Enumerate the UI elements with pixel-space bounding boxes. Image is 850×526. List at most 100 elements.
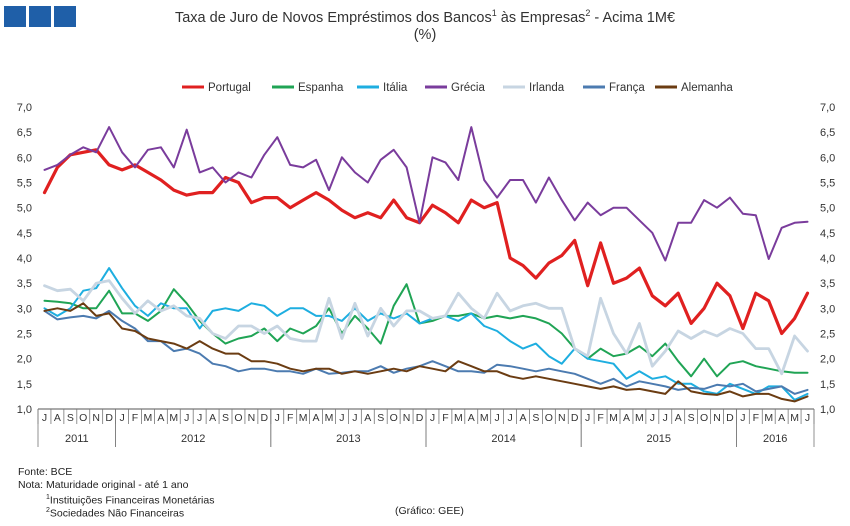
x-tick-label: D bbox=[571, 412, 579, 424]
y-tick-label-left: 5,0 bbox=[17, 203, 32, 215]
x-tick-label: M bbox=[480, 412, 489, 424]
legend-label-frança: França bbox=[609, 82, 645, 94]
x-tick-label: N bbox=[558, 412, 566, 424]
logo-square-3 bbox=[54, 6, 76, 27]
x-tick-label: J bbox=[650, 412, 655, 424]
y-tick-label-left: 4,5 bbox=[17, 228, 32, 240]
x-tick-label: J bbox=[339, 412, 344, 424]
x-tick-label: J bbox=[585, 412, 590, 424]
x-tick-label: F bbox=[597, 412, 603, 424]
x-tick-label: F bbox=[442, 412, 448, 424]
legend-label-portugal: Portugal bbox=[208, 82, 251, 94]
chart-subtitle: (%) bbox=[413, 27, 437, 43]
x-tick-label: A bbox=[364, 412, 371, 424]
series-line-espanha bbox=[43, 283, 809, 378]
year-label: 2014 bbox=[491, 433, 515, 445]
footer-credit: (Gráfico: GEE) bbox=[395, 505, 464, 517]
x-tick-label: J bbox=[184, 412, 189, 424]
x-tick-label: J bbox=[42, 412, 47, 424]
series-line-irlanda bbox=[43, 279, 809, 376]
legend-label-alemanha: Alemanha bbox=[681, 82, 733, 94]
x-tick-label: J bbox=[663, 412, 668, 424]
y-tick-label-right: 2,5 bbox=[820, 329, 835, 341]
footer-source: Fonte: BCE bbox=[18, 466, 73, 478]
y-tick-label-right: 6,0 bbox=[820, 152, 835, 164]
x-tick-label: J bbox=[507, 412, 512, 424]
legend-label-espanha: Espanha bbox=[298, 82, 344, 94]
x-tick-label: J bbox=[805, 412, 810, 424]
x-tick-label: A bbox=[468, 412, 475, 424]
x-tick-label: M bbox=[169, 412, 178, 424]
x-tick-label: A bbox=[623, 412, 630, 424]
x-tick-label: A bbox=[157, 412, 164, 424]
x-tick-label: O bbox=[234, 412, 242, 424]
y-tick-label-right: 5,5 bbox=[820, 178, 835, 190]
x-tick-label: J bbox=[197, 412, 202, 424]
legend-label-irlanda: Irlanda bbox=[529, 82, 565, 94]
series-line-grécia bbox=[43, 126, 809, 262]
x-tick-label: S bbox=[688, 412, 695, 424]
x-tick-label: S bbox=[532, 412, 539, 424]
x-tick-label: S bbox=[67, 412, 74, 424]
x-tick-label: J bbox=[740, 412, 745, 424]
x-tick-label: D bbox=[416, 412, 424, 424]
y-tick-label-left: 7,0 bbox=[17, 102, 32, 114]
x-tick-label: N bbox=[92, 412, 100, 424]
x-tick-label: A bbox=[313, 412, 320, 424]
year-label: 2011 bbox=[65, 433, 89, 445]
y-tick-label-left: 6,0 bbox=[17, 152, 32, 164]
y-tick-label-right: 4,0 bbox=[820, 253, 835, 265]
x-tick-label: J bbox=[495, 412, 500, 424]
x-tick-label: J bbox=[119, 412, 124, 424]
legend: Portugal Espanha Itália Grécia Irlanda França… bbox=[182, 82, 733, 94]
x-tick-label: D bbox=[261, 412, 269, 424]
y-tick-label-right: 5,0 bbox=[820, 203, 835, 215]
x-tick-label: M bbox=[325, 412, 334, 424]
x-tick-label: J bbox=[275, 412, 280, 424]
axes: 1,0 1,0 1,5 1,5 2,0 2,0 2,5 2,5 3,0 3,0 3,5 3,5 4,0 4… bbox=[17, 102, 835, 447]
logo-square-1 bbox=[4, 6, 26, 27]
y-tick-label-left: 1,5 bbox=[17, 379, 32, 391]
x-tick-label: D bbox=[105, 412, 113, 424]
y-tick-label-right: 1,0 bbox=[820, 404, 835, 416]
x-tick-label: O bbox=[545, 412, 553, 424]
x-tick-label: F bbox=[287, 412, 293, 424]
year-label: 2012 bbox=[181, 433, 205, 445]
chart-title: Taxa de Juro de Novos Empréstimos dos Ba… bbox=[174, 8, 676, 26]
x-tick-label: N bbox=[248, 412, 256, 424]
y-tick-label-right: 3,5 bbox=[820, 278, 835, 290]
legend-label-itália: Itália bbox=[383, 82, 408, 94]
x-tick-label: O bbox=[79, 412, 87, 424]
series-line-itália bbox=[43, 267, 809, 401]
y-tick-label-left: 3,0 bbox=[17, 303, 32, 315]
logo-square-2 bbox=[29, 6, 51, 27]
x-tick-label: J bbox=[352, 412, 357, 424]
series-line-portugal bbox=[42, 148, 810, 336]
year-label: 2016 bbox=[763, 433, 787, 445]
legend-label-grécia: Grécia bbox=[451, 82, 485, 94]
x-tick-label: S bbox=[222, 412, 229, 424]
x-tick-label: A bbox=[778, 412, 785, 424]
x-tick-label: O bbox=[390, 412, 398, 424]
x-tick-label: M bbox=[790, 412, 799, 424]
y-tick-label-right: 3,0 bbox=[820, 303, 835, 315]
x-tick-label: N bbox=[713, 412, 721, 424]
x-tick-label: A bbox=[519, 412, 526, 424]
y-tick-label-right: 4,5 bbox=[820, 228, 835, 240]
y-tick-label-right: 2,0 bbox=[820, 354, 835, 366]
x-tick-label: F bbox=[132, 412, 138, 424]
y-tick-label-right: 6,5 bbox=[820, 127, 835, 139]
x-tick-label: M bbox=[764, 412, 773, 424]
x-tick-label: A bbox=[209, 412, 216, 424]
x-tick-label: M bbox=[299, 412, 308, 424]
footer-note: Nota: Maturidade original - até 1 ano bbox=[18, 479, 189, 491]
x-tick-label: S bbox=[377, 412, 384, 424]
x-tick-label: N bbox=[403, 412, 411, 424]
series-line-frança bbox=[43, 309, 809, 395]
x-tick-label: A bbox=[675, 412, 682, 424]
y-tick-label-left: 2,0 bbox=[17, 354, 32, 366]
year-label: 2013 bbox=[336, 433, 360, 445]
y-tick-label-left: 6,5 bbox=[17, 127, 32, 139]
y-tick-label-left: 4,0 bbox=[17, 253, 32, 265]
